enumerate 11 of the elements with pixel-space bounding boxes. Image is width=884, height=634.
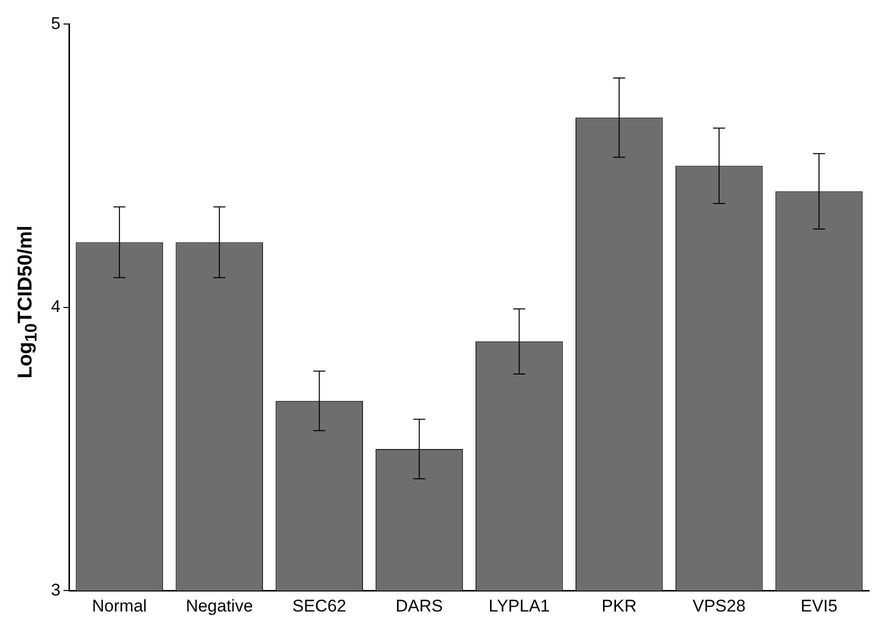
x-tick-label: DARS	[396, 596, 443, 616]
x-tick-label: SEC62	[292, 596, 346, 616]
y-tick-label: 5	[50, 14, 60, 33]
x-tick-label: VPS28	[692, 596, 746, 616]
x-tick-label: EVI5	[800, 596, 838, 616]
x-tick-label: PKR	[602, 596, 637, 616]
y-tick-label: 4	[50, 297, 60, 316]
x-tick-label: Negative	[186, 596, 253, 616]
x-tick-label: Normal	[92, 596, 147, 616]
y-tick-label: 3	[50, 580, 60, 600]
x-tick-label: LYPLA1	[488, 596, 550, 616]
